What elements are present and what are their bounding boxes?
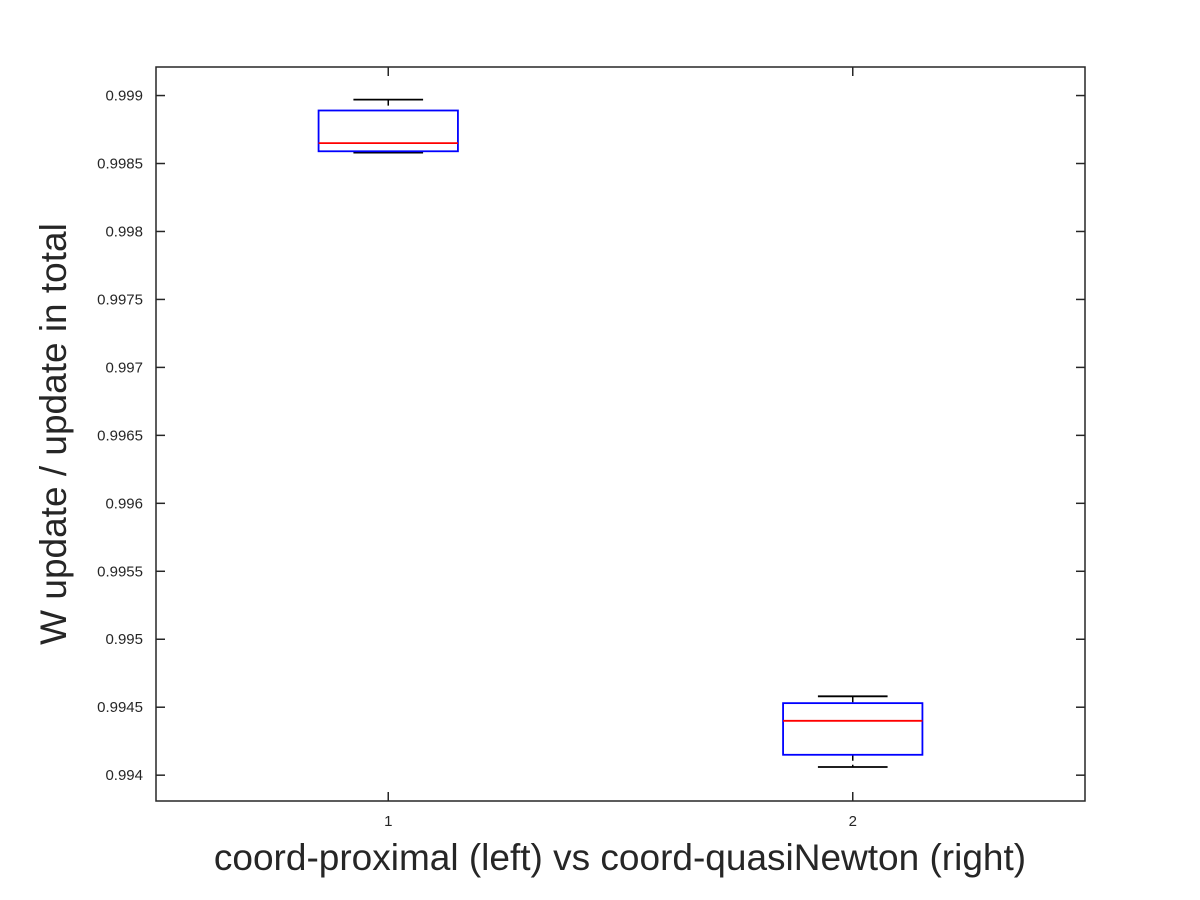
y-tick-label: 0.9955 <box>97 563 143 580</box>
box-2 <box>782 695 924 768</box>
plot-area-frame <box>155 66 1086 802</box>
y-tick-label: 0.997 <box>105 359 143 376</box>
box-1 <box>317 98 459 154</box>
y-tick-labels: 0.994 0.9945 0.995 0.9955 0.996 0.9965 0.997 0.… <box>97 88 143 785</box>
y-tick-label: 0.994 <box>105 767 143 784</box>
y-axis-label: W update / update in total <box>33 223 74 645</box>
axis-ticks <box>156 67 1085 801</box>
y-tick-label: 0.996 <box>105 495 143 512</box>
y-tick-label: 0.999 <box>105 88 143 105</box>
box-iqr <box>782 702 924 756</box>
y-tick-label: 0.9965 <box>97 427 143 444</box>
y-tick-label: 0.9975 <box>97 291 143 308</box>
x-axis-label: coord-proximal (left) vs coord-quasiNewt… <box>214 837 1026 878</box>
y-tick-label: 0.995 <box>105 631 143 648</box>
box-iqr <box>317 109 459 153</box>
x-tick-label: 1 <box>384 813 392 830</box>
y-tick-label: 0.9945 <box>97 699 143 716</box>
box-series <box>317 98 924 768</box>
y-tick-label: 0.9985 <box>97 156 143 173</box>
x-tick-label: 2 <box>849 813 857 830</box>
y-tick-label: 0.998 <box>105 223 143 240</box>
